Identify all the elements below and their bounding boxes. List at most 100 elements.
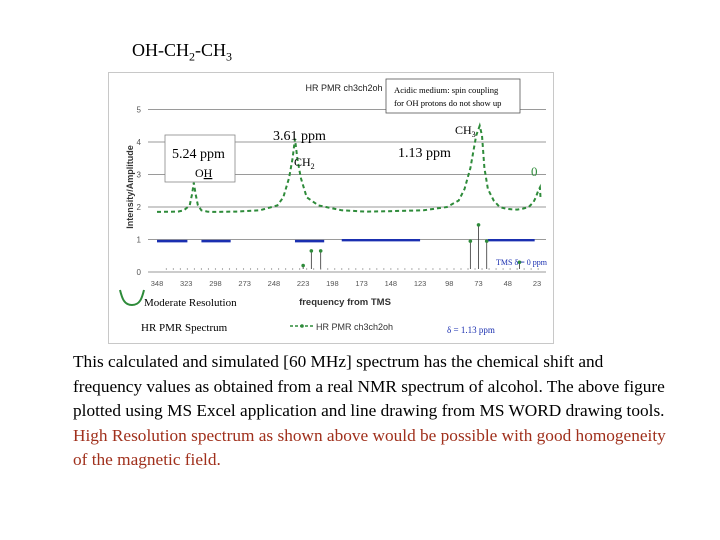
legend: HR PMR ch3ch2oh	[290, 322, 393, 332]
stick-peak-dot	[476, 223, 481, 227]
baseline-dot	[270, 268, 273, 270]
baseline-dot	[348, 268, 350, 270]
baseline-dot	[165, 268, 167, 270]
baseline-dot	[516, 268, 518, 270]
x-tick-label: 198	[326, 279, 339, 288]
stick-peak-dot	[468, 239, 473, 243]
caption-highlight: High Resolution spectrum as shown above …	[73, 425, 666, 470]
baseline-dot	[341, 268, 343, 270]
title-mid: -CH	[195, 40, 226, 60]
x-tick-label: 323	[180, 279, 193, 288]
x-tick-label: 73	[474, 279, 482, 288]
ch3-shift-label: 1.13 ppm	[398, 146, 451, 161]
acidic-note: Acidic medium: spin coupling for OH prot…	[394, 85, 501, 108]
caption-plain: This calculated and simulated [60 MHz] s…	[73, 352, 665, 421]
stick-peak-dot	[517, 260, 522, 265]
oh-group-label: OH	[195, 166, 213, 180]
baseline-dot	[355, 268, 357, 270]
baseline-dot	[537, 268, 539, 270]
baseline-dot	[320, 268, 322, 270]
baseline-dot	[432, 268, 434, 270]
baseline-dot	[495, 268, 497, 270]
baseline-dot	[228, 268, 231, 270]
stick-peak-dot	[301, 263, 305, 268]
x-tick-label: 273	[238, 279, 251, 288]
y-tick-label: 2	[137, 203, 142, 212]
baseline-dot	[390, 268, 392, 270]
baseline-dot	[221, 268, 224, 270]
baseline-dot	[172, 268, 174, 270]
baseline-dot	[200, 268, 203, 270]
y-tick-label: 5	[137, 106, 142, 115]
stick-peak-dot	[309, 249, 314, 253]
baseline-dot	[439, 268, 441, 270]
baseline-dot	[418, 268, 420, 270]
baseline-dot	[249, 268, 252, 270]
caption-paragraph: This calculated and simulated [60 MHz] s…	[73, 350, 673, 473]
y-tick-label: 3	[137, 171, 142, 180]
baseline-dot	[530, 268, 532, 270]
acidic-note-line2: for OH protons do not show up	[394, 98, 501, 108]
x-tick-label: 48	[504, 279, 512, 288]
baseline-dot	[235, 268, 238, 270]
zero-label: 0	[531, 164, 538, 179]
baseline-dot	[193, 268, 196, 270]
baseline-dot	[299, 268, 301, 270]
ch2-group-label: CH2	[294, 155, 315, 171]
baseline-dot	[362, 268, 364, 270]
title-sub-2: 3	[226, 49, 232, 64]
baseline-dot	[411, 268, 413, 270]
baseline-dot	[453, 268, 455, 270]
x-tick-label: 123	[414, 279, 427, 288]
baseline-dot	[278, 268, 280, 270]
baseline-dot	[214, 268, 217, 270]
baseline-layer	[157, 238, 535, 243]
baseline-dot	[327, 268, 329, 270]
baseline-dot	[292, 268, 294, 270]
x-tick-label: 348	[151, 279, 164, 288]
x-axis-label: frequency from TMS	[299, 297, 391, 308]
y-tick-label: 0	[137, 268, 142, 277]
title-sub-1: 2	[189, 49, 195, 64]
x-tick-label: 248	[268, 279, 281, 288]
baseline-dot	[242, 268, 245, 270]
baseline-dot	[179, 268, 181, 270]
baseline-dot	[285, 268, 287, 270]
stick-layer	[165, 223, 539, 270]
tms-label: TMS δ = 0 ppm	[496, 258, 548, 267]
baseline-dot	[509, 268, 511, 270]
oh-shift-label: 5.24 ppm	[172, 147, 225, 162]
baseline-dot	[404, 268, 406, 270]
baseline-dot	[481, 268, 483, 270]
y-tick-label: 4	[137, 138, 142, 147]
acidic-note-line1: Acidic medium: spin coupling	[394, 85, 499, 95]
baseline-dot	[425, 268, 427, 270]
series-line	[156, 122, 542, 213]
baseline-dot	[334, 268, 336, 270]
chart-frame	[108, 72, 554, 344]
moderate-resolution-label: Moderate Resolution	[144, 297, 237, 309]
stick-peak-dot	[318, 249, 323, 253]
x-tick-label: 23	[533, 279, 541, 288]
x-tick-label: 223	[297, 279, 310, 288]
chart-title: HR PMR ch3ch2oh	[305, 83, 382, 93]
baseline-dot	[256, 268, 259, 270]
legend-label: HR PMR ch3ch2oh	[316, 322, 393, 332]
baseline-dot	[446, 268, 448, 270]
baseline-dot	[467, 268, 469, 270]
baseline-dot	[488, 268, 490, 270]
baseline-dot	[397, 268, 399, 270]
x-tick-label: 98	[445, 279, 453, 288]
slide-title: OH-CH2-CH3	[132, 40, 232, 65]
stick-peak-dot	[484, 239, 489, 243]
baseline-dot	[207, 268, 210, 270]
baseline-dot	[502, 268, 504, 270]
baseline-dot	[523, 268, 525, 270]
oh-label-box	[164, 134, 236, 183]
baseline-dot	[383, 268, 385, 270]
resolution-bracket-icon	[119, 289, 145, 307]
baseline-dot	[369, 268, 371, 270]
baseline-dot	[263, 268, 266, 270]
